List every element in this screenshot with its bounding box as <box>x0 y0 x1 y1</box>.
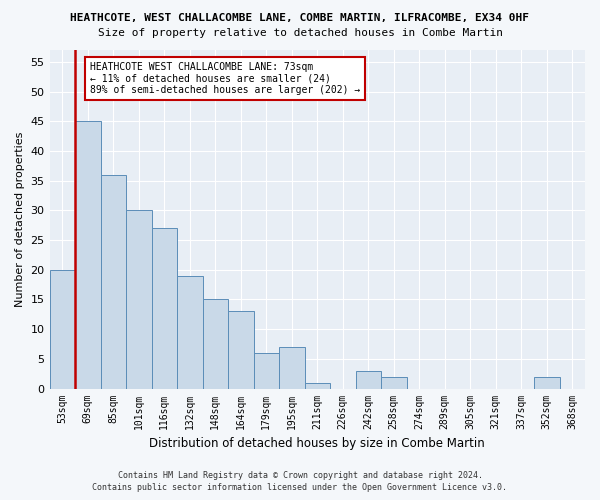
Bar <box>534 376 560 388</box>
Text: Size of property relative to detached houses in Combe Martin: Size of property relative to detached ho… <box>97 28 503 38</box>
Bar <box>305 382 330 388</box>
Bar <box>228 312 254 388</box>
Bar <box>101 174 126 388</box>
Y-axis label: Number of detached properties: Number of detached properties <box>15 132 25 307</box>
Text: HEATHCOTE, WEST CHALLACOMBE LANE, COMBE MARTIN, ILFRACOMBE, EX34 0HF: HEATHCOTE, WEST CHALLACOMBE LANE, COMBE … <box>71 12 530 22</box>
Bar <box>126 210 152 388</box>
Text: HEATHCOTE WEST CHALLACOMBE LANE: 73sqm
← 11% of detached houses are smaller (24): HEATHCOTE WEST CHALLACOMBE LANE: 73sqm ←… <box>91 62 361 95</box>
Bar <box>254 353 279 388</box>
Bar <box>177 276 203 388</box>
Bar <box>381 376 407 388</box>
X-axis label: Distribution of detached houses by size in Combe Martin: Distribution of detached houses by size … <box>149 437 485 450</box>
Bar <box>356 370 381 388</box>
Bar <box>279 347 305 389</box>
Bar <box>50 270 75 388</box>
Bar <box>75 122 101 388</box>
Bar <box>203 300 228 388</box>
Text: Contains HM Land Registry data © Crown copyright and database right 2024.
Contai: Contains HM Land Registry data © Crown c… <box>92 471 508 492</box>
Bar <box>152 228 177 388</box>
